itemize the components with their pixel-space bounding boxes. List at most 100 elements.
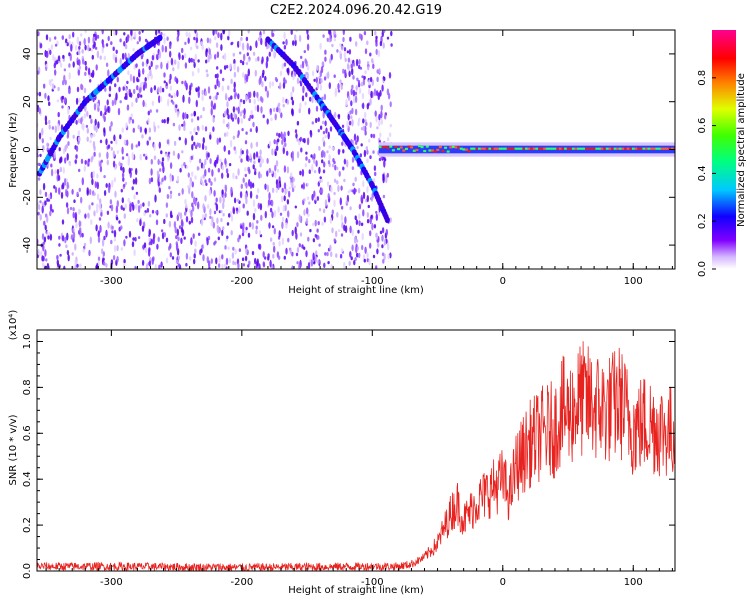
zero-line-mark [488,147,492,150]
noise-mark [278,230,281,238]
noise-mark [124,203,127,210]
noise-mark [380,110,383,119]
noise-mark [200,218,204,227]
noise-mark [59,157,62,162]
noise-mark [271,199,274,207]
noise-mark [165,237,169,243]
noise-mark [389,123,392,128]
noise-mark [370,90,373,99]
noise-mark [77,208,81,215]
zero-line-mark [441,149,445,152]
noise-mark [339,79,342,84]
noise-mark [236,198,240,203]
noise-mark [291,265,294,269]
noise-mark [361,244,364,251]
noise-mark [339,50,342,55]
zero-line-mark [545,147,549,150]
noise-mark [264,75,267,82]
noise-mark [43,83,46,89]
noise-mark [96,34,100,39]
noise-mark [193,110,197,117]
noise-mark [349,36,352,42]
noise-mark [267,199,271,206]
noise-mark [54,36,57,40]
noise-mark [352,96,356,104]
noise-mark [215,203,219,212]
zero-line-mark [417,144,421,148]
noise-mark [268,51,271,57]
noise-mark [116,256,119,263]
noise-mark [150,238,153,246]
noise-mark [37,92,40,96]
noise-mark [300,55,303,60]
noise-mark [84,30,87,34]
noise-mark [184,137,187,146]
noise-mark [109,125,112,132]
noise-mark [225,95,228,101]
zero-line-mark [574,147,578,150]
noise-mark [296,77,300,85]
noise-mark [61,35,64,40]
noise-mark [226,101,229,108]
noise-mark [161,44,164,53]
noise-mark [145,247,148,254]
noise-mark [257,155,261,160]
noise-mark [308,158,311,164]
noise-mark [49,203,53,212]
zero-line-mark [491,147,495,150]
noise-mark [364,119,367,123]
noise-mark [358,203,362,210]
noise-mark [201,214,205,220]
noise-mark [104,87,107,92]
noise-mark [286,68,289,73]
noise-mark [322,130,326,135]
noise-mark [242,99,246,105]
noise-mark [378,113,381,121]
noise-mark [363,30,367,36]
noise-mark [367,65,370,71]
noise-mark [132,237,135,241]
noise-mark [79,263,82,268]
noise-mark [219,69,223,74]
noise-mark [105,263,108,268]
noise-mark [90,118,93,124]
noise-mark [335,253,338,258]
noise-mark [336,49,339,53]
noise-mark [49,233,53,241]
noise-mark [332,158,335,163]
noise-mark [47,235,50,240]
noise-mark [147,200,151,207]
noise-mark [90,157,93,163]
noise-mark [312,238,316,243]
noise-mark [247,59,250,63]
noise-mark [256,104,260,113]
noise-mark [190,113,193,117]
noise-mark [152,233,156,240]
noise-mark [158,187,161,193]
noise-mark [305,60,308,67]
noise-mark [134,237,137,242]
noise-mark [369,216,372,225]
noise-mark [316,65,319,71]
noise-mark [220,32,223,41]
noise-mark [311,70,315,77]
zero-line-mark [420,145,424,149]
noise-mark [285,247,288,255]
noise-mark [369,242,372,249]
noise-mark [75,120,78,125]
noise-mark [253,90,256,98]
noise-mark [272,253,275,259]
noise-mark [50,168,54,177]
noise-mark [116,150,120,154]
noise-mark [362,209,365,217]
noise-mark [117,107,121,116]
noise-mark [224,184,228,193]
zero-line-mark [504,147,508,150]
noise-mark [189,130,192,135]
noise-mark [377,92,380,101]
noise-mark [64,145,67,152]
noise-mark [78,168,81,173]
noise-mark [204,179,207,184]
noise-mark [271,211,274,219]
noise-mark [177,30,180,37]
